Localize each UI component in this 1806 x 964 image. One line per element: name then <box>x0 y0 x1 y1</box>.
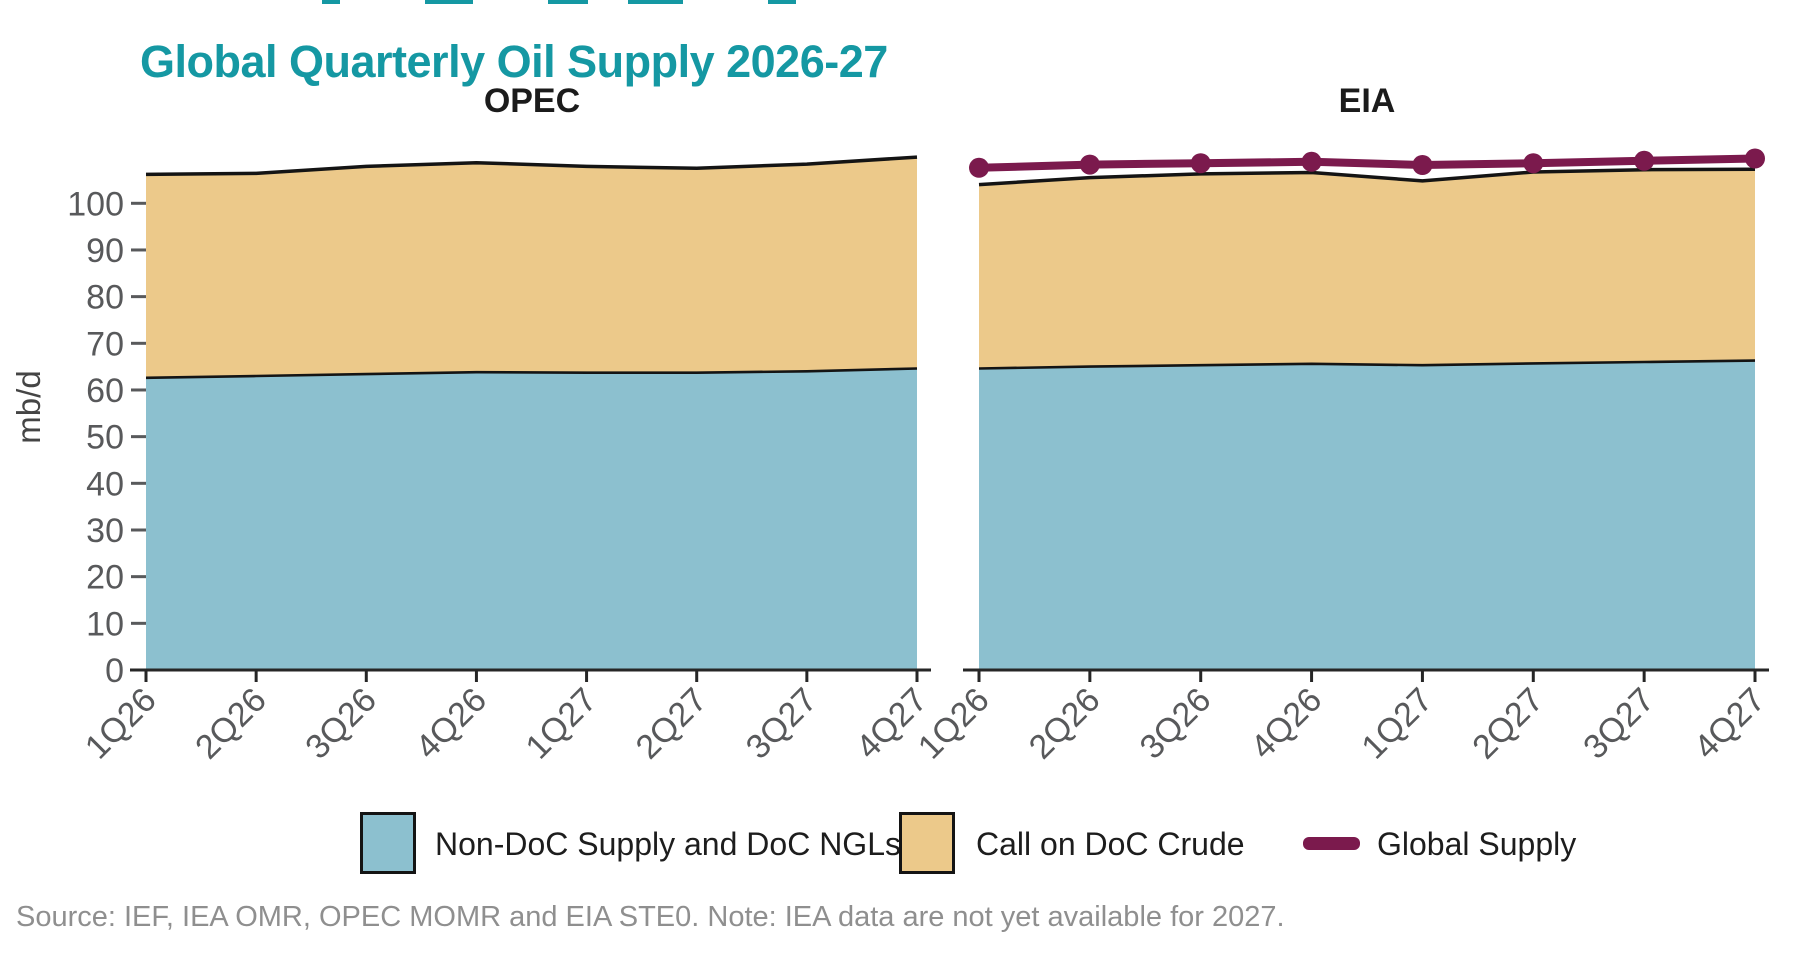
y-tick-label: 30 <box>86 512 124 550</box>
opec-area-0 <box>146 368 917 669</box>
x-tick-label: 2Q27 <box>1465 681 1551 767</box>
clipped-text-fragment <box>628 0 683 4</box>
x-tick-label: 2Q27 <box>629 681 715 767</box>
panel-title-opec: OPEC <box>484 82 580 120</box>
x-tick-label: 3Q26 <box>1133 681 1219 767</box>
x-tick-label: 2Q26 <box>188 681 274 767</box>
opec-boundary-0 <box>145 367 918 380</box>
legend-swatch-non-doc <box>360 812 416 874</box>
x-tick-label: 3Q27 <box>1576 681 1662 767</box>
x-tick-label: 4Q26 <box>408 681 494 767</box>
global-supply-marker <box>1412 155 1433 175</box>
x-tick-label: 4Q27 <box>849 681 935 767</box>
legend-swatch-global-supply <box>1303 837 1360 850</box>
y-tick-label: 20 <box>86 559 124 597</box>
x-tick-label: 1Q26 <box>911 681 997 767</box>
opec-boundary-1 <box>145 155 918 177</box>
global-supply-marker <box>1634 150 1655 171</box>
global-supply-marker <box>1301 151 1322 172</box>
global-supply-marker <box>1079 154 1100 175</box>
panel-title-eia: EIA <box>1339 82 1396 120</box>
x-tick-label: 1Q26 <box>78 681 164 767</box>
x-tick-label: 1Q27 <box>519 681 605 767</box>
global-supply-marker <box>1190 153 1211 174</box>
y-tick-label: 40 <box>86 465 124 503</box>
y-tick-label: 60 <box>86 372 124 410</box>
clipped-text-fragment <box>425 0 473 4</box>
global-supply-marker <box>969 157 989 178</box>
clipped-text-fragment <box>768 0 796 4</box>
eia-area-0 <box>979 360 1755 669</box>
legend-label-global-supply: Global Supply <box>1377 826 1577 862</box>
global-supply-marker <box>1523 153 1544 174</box>
chart-canvas: OPEC EIA mb/d 0 10 20 30 40 50 60 70 80 90 100 1Q2… <box>10 82 1773 767</box>
source-note: Source: IEF, IEA OMR, OPEC MOMR and EIA … <box>16 901 1285 933</box>
x-tick-label: 2Q26 <box>1022 681 1108 767</box>
opec-area-1 <box>146 157 917 378</box>
x-tick-label: 4Q26 <box>1244 681 1330 767</box>
x-tick-label: 3Q27 <box>739 681 825 767</box>
legend-label-call-on-doc: Call on DoC Crude <box>976 826 1245 862</box>
eia-panel: 1Q26 2Q26 3Q26 4Q26 1Q27 2Q27 3Q27 4Q27 <box>911 148 1773 767</box>
x-tick-label: 1Q27 <box>1354 681 1440 767</box>
eia-boundary-1 <box>978 167 1756 187</box>
eia-global-supply-line <box>975 154 1759 172</box>
eia-boundary-0 <box>978 359 1756 370</box>
y-tick-label: 80 <box>86 279 124 317</box>
clipped-text-fragment <box>548 0 588 4</box>
eia-area-1 <box>979 169 1755 369</box>
x-tick-label: 3Q26 <box>298 681 384 767</box>
page-title: Global Quarterly Oil Supply 2026-27 <box>140 36 888 88</box>
clipped-text-fragment <box>322 0 340 4</box>
y-tick-label: 100 <box>67 185 124 223</box>
y-tick-label: 90 <box>86 232 124 270</box>
legend-label-non-doc: Non-DoC Supply and DoC NGLs <box>435 826 901 862</box>
y-axis-title: mb/d <box>10 370 47 443</box>
y-tick-label: 0 <box>105 652 124 690</box>
opec-panel: 1Q26 2Q26 3Q26 4Q26 1Q27 2Q27 3Q27 4Q27 <box>78 155 935 767</box>
y-tick-label: 50 <box>86 419 124 457</box>
y-tick-label: 10 <box>86 605 124 643</box>
y-tick-label: 70 <box>86 325 124 363</box>
y-axis: 0 10 20 30 40 50 60 70 80 90 100 <box>67 185 146 690</box>
global-supply-marker <box>1745 148 1765 169</box>
x-tick-label: 4Q27 <box>1687 681 1773 767</box>
legend-swatch-call-on-doc <box>899 812 955 874</box>
